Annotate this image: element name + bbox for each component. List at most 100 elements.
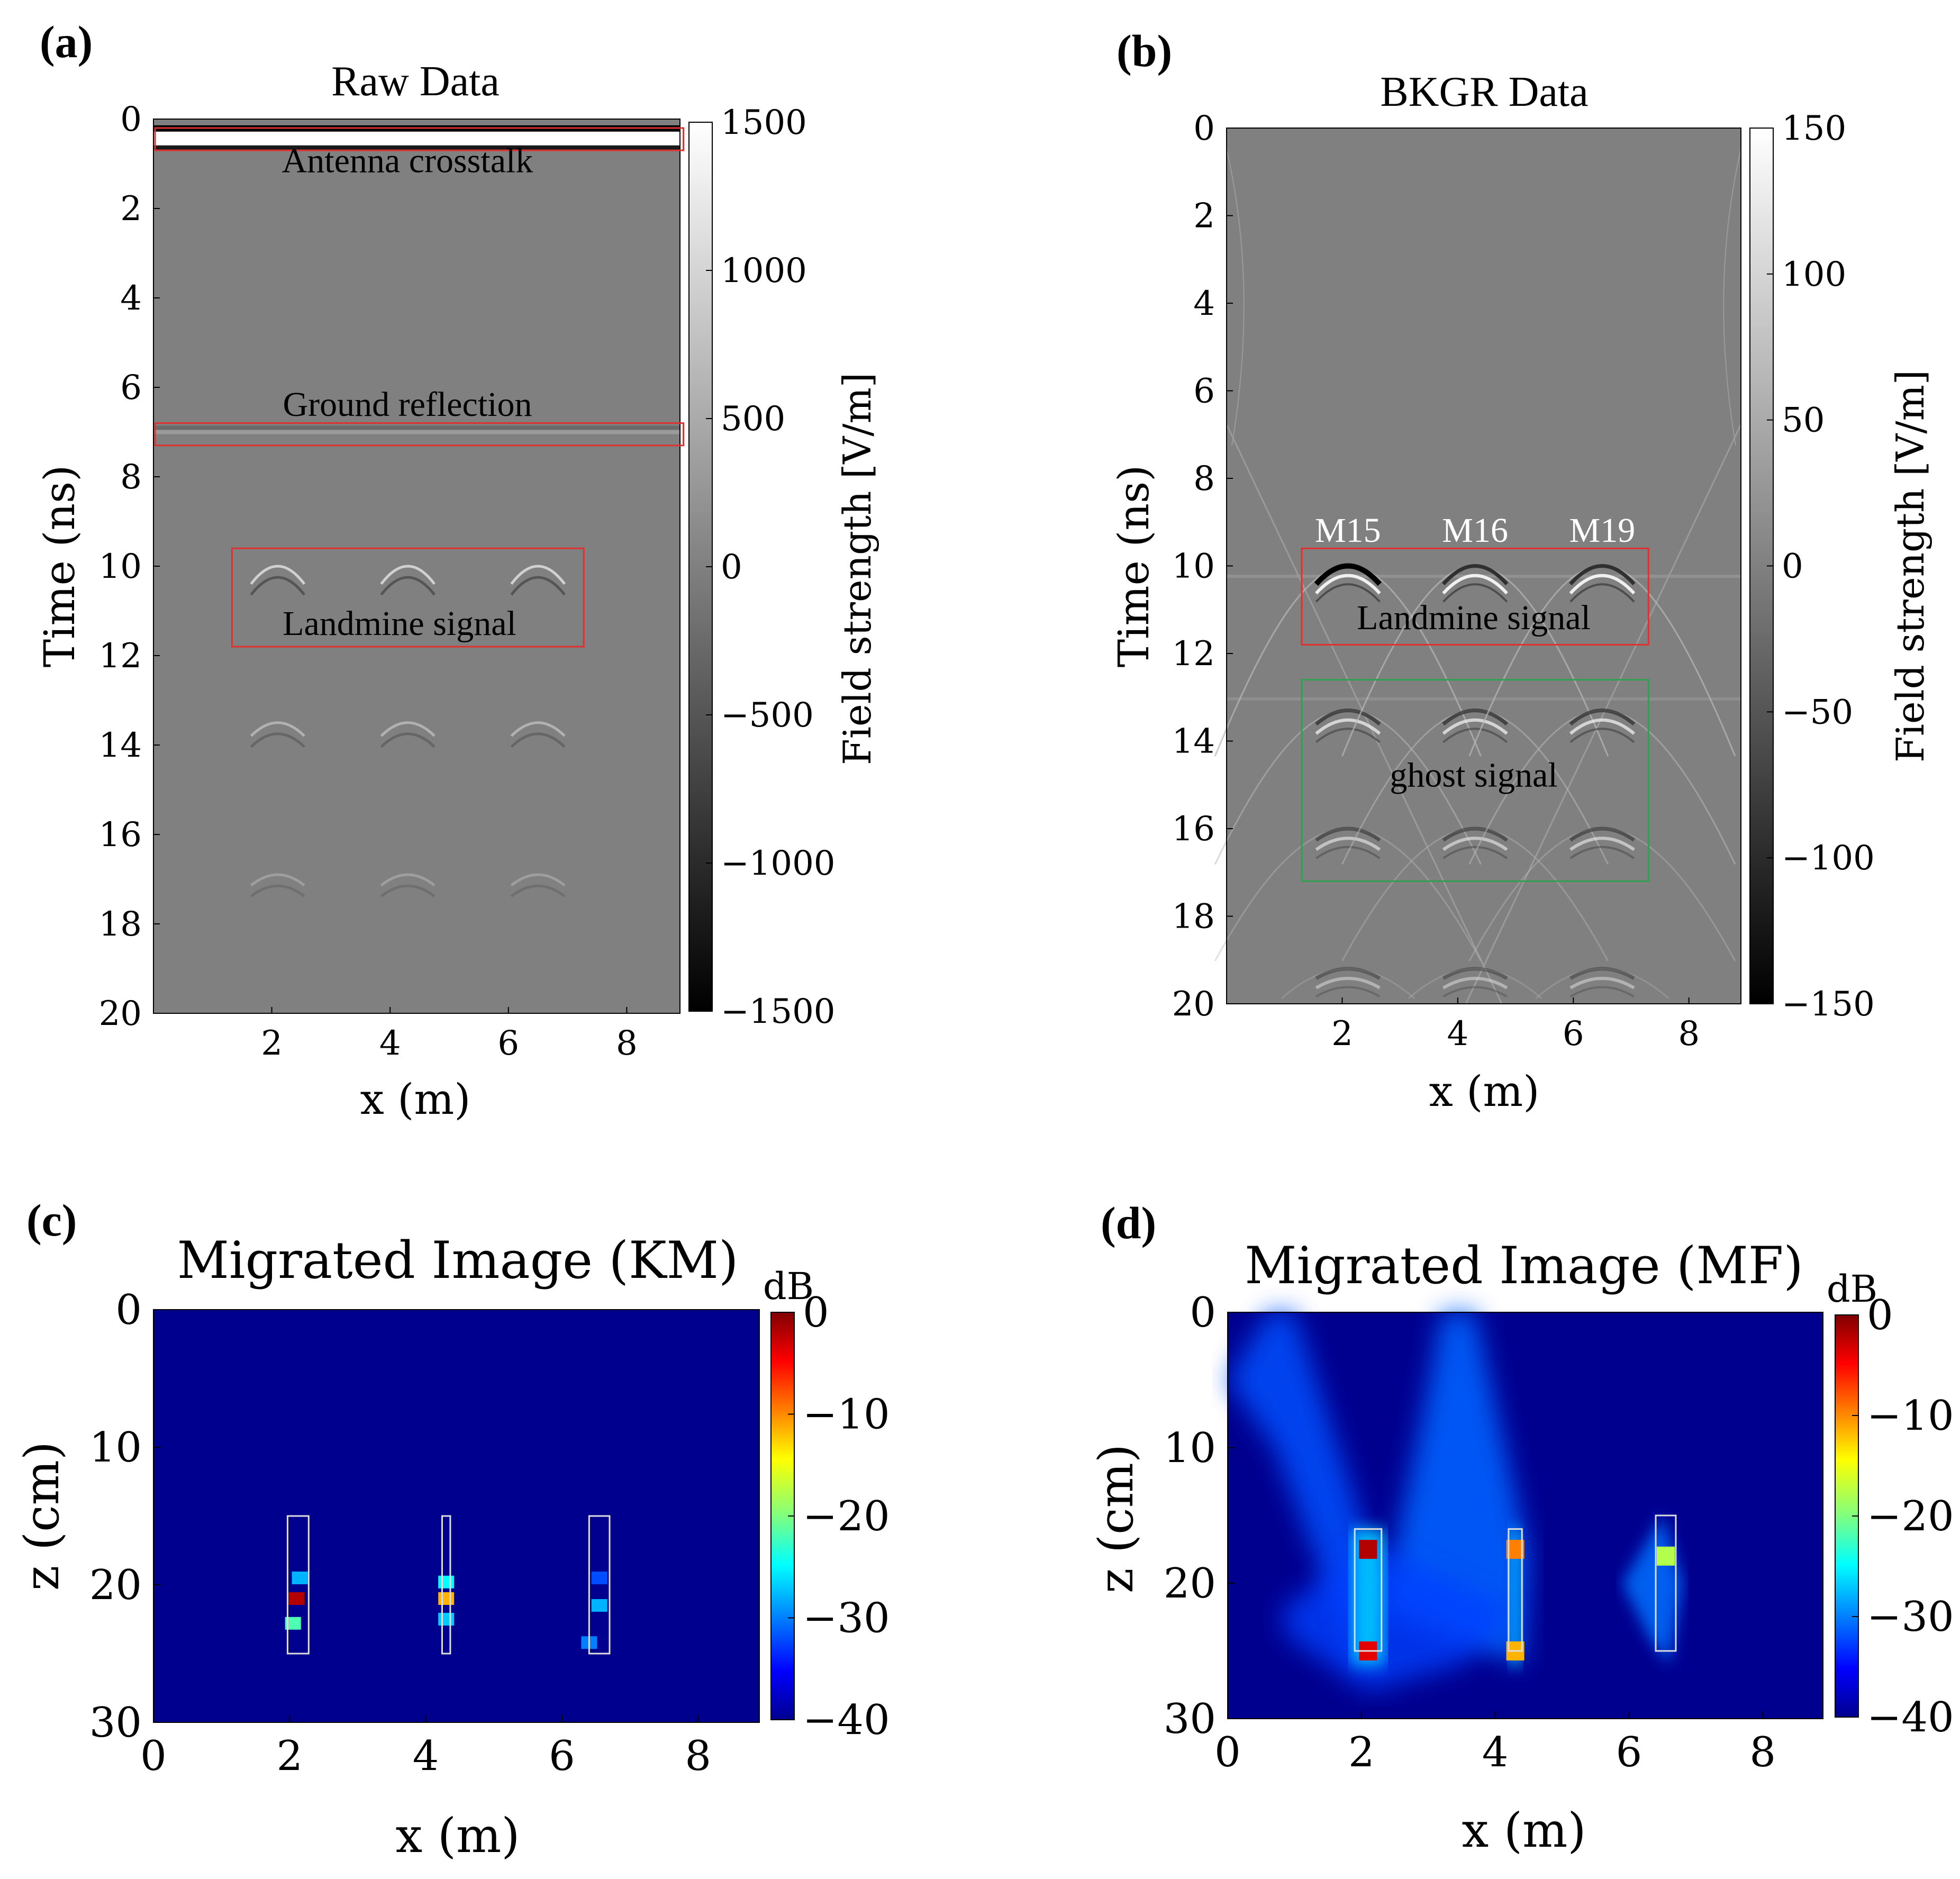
d-y-tick-label: 20 [1164, 1560, 1216, 1608]
panel-a-y-ticks: 0 2 4 6 8 10 12 14 16 18 20 [99, 100, 160, 1033]
crosstalk-bright-band [153, 131, 680, 146]
landmine-hyperbola-bright [1315, 718, 1381, 735]
mine-outline-box [588, 1515, 611, 1655]
landmine-hyperbola-bright [510, 721, 566, 737]
landmine-hyperbola-dark [1442, 827, 1508, 842]
heatmap-hotspot [288, 1592, 305, 1605]
panel-d-x-ticks: 0 2 4 6 8 [1214, 1711, 1776, 1776]
landmine-hyperbola-bright [1315, 976, 1381, 990]
landmine-hyperbola-dark [510, 732, 566, 748]
crosstalk-dark-band [153, 145, 680, 150]
panel-d-title: Migrated Image (MF) [1245, 1236, 1803, 1295]
mine-outline-box [286, 1515, 310, 1655]
panel-c-frame [153, 1309, 760, 1723]
a-colorbar-tick-label: −500 [721, 696, 814, 735]
panel-a: Raw Data Antenna crosstalk Ground reflect… [35, 58, 879, 1124]
a-y-tick-label: 2 [120, 189, 142, 229]
b-y-tick-label: 8 [1193, 459, 1215, 498]
panel-b-y-label: Time (ns) [1109, 465, 1158, 668]
annotation-label: Landmine signal [1357, 598, 1591, 637]
b-colorbar-tick-label: −100 [1782, 839, 1875, 878]
panel-b-x-ticks: 2 4 6 8 [1331, 997, 1700, 1054]
panel-a-y-label: Time (ns) [35, 465, 84, 668]
landmine-hyperbola-bright [1569, 574, 1636, 595]
a-y-tick-label: 6 [120, 368, 142, 407]
landmine-hyperbola-bright [1442, 574, 1508, 595]
heatmap-energy-region [1281, 1542, 1516, 1692]
panel-d-y-label: z (cm) [1088, 1444, 1144, 1593]
mine-outline-box [441, 1515, 451, 1655]
b-x-tick-label: 2 [1331, 1014, 1353, 1054]
b-y-tick-label: 14 [1172, 722, 1215, 761]
landmine-hyperbola-dark [510, 576, 566, 596]
a-colorbar-tick-label: −1000 [721, 844, 836, 883]
landmine-hyperbola-bright [1315, 574, 1381, 595]
landmine-hyperbola-dark [1315, 986, 1381, 998]
heatmap-hotspot [1359, 1540, 1377, 1559]
d-colorbar-tick-label: −20 [1867, 1493, 1954, 1540]
panel-c-x-ticks: 0 2 4 6 8 [140, 1715, 711, 1780]
landmine-hyperbola-dark [510, 884, 566, 897]
landmine-hyperbola-bright [380, 565, 435, 585]
panel-c-title: Migrated Image (KM) [177, 1231, 739, 1290]
d-colorbar-tick-label: 0 [1867, 1292, 1893, 1339]
panel-c-colorbar-ticks: 0 −10 −20 −30 −40 [788, 1289, 890, 1744]
landmine-hyperbola-dark [1442, 967, 1508, 980]
c-x-tick-label: 4 [413, 1732, 439, 1780]
landmine-hyperbola-dark [250, 884, 305, 897]
annotation-box [231, 547, 585, 648]
a-colorbar-tick-label: 0 [721, 548, 742, 587]
heatmap-hotspot [591, 1572, 607, 1584]
heatmap-hotspot [1656, 1546, 1675, 1566]
landmine-hyperbola-tail [1281, 968, 1415, 999]
panel-b-y-ticks: 0 2 4 6 8 10 12 14 16 18 20 [1172, 109, 1233, 1024]
landmine-hyperbola-bright [510, 565, 566, 585]
landmine-hyperbola-dark [1569, 564, 1636, 586]
landmine-hyperbola-dark [1569, 827, 1636, 842]
edge-diffraction-line [1226, 149, 1245, 446]
a-y-tick-label: 16 [99, 815, 142, 855]
landmine-hyperbola-dark [1315, 583, 1381, 603]
b-y-tick-label: 2 [1193, 197, 1215, 236]
landmine-hyperbola-dark [1569, 709, 1636, 726]
landmine-hyperbola-bright [1569, 837, 1635, 851]
b-colorbar-tick-label: 0 [1782, 547, 1803, 586]
panel-a-x-ticks: 2 4 6 8 [261, 1007, 638, 1063]
d-y-tick-label: 10 [1164, 1424, 1216, 1472]
a-y-tick-label: 18 [99, 905, 142, 944]
b-y-tick-label: 18 [1172, 897, 1215, 937]
d-x-tick-label: 4 [1482, 1729, 1509, 1776]
panel-b-x-label: x (m) [1429, 1067, 1540, 1116]
heatmap-hotspot [438, 1592, 455, 1605]
b-x-tick-label: 8 [1678, 1014, 1700, 1054]
b-colorbar-tick-label: 150 [1782, 109, 1846, 148]
panel-b-annotations: Landmine signal ghost signal [1301, 547, 1649, 882]
landmine-hyperbola-dark [250, 732, 305, 748]
panel-a-colorbar-ticks: 1500 1000 500 0 −500 −1000 −1500 [706, 103, 836, 1031]
a-x-tick-label: 8 [616, 1024, 638, 1063]
landmine-hyperbola-dark [250, 576, 306, 596]
annotation-box [154, 422, 685, 447]
panel-letter-c: (c) [26, 1195, 77, 1246]
c-colorbar-tick-label: −10 [803, 1391, 890, 1439]
annotation-label: Ground reflection [283, 385, 532, 424]
panel-d-colorbar-unit: dB [1827, 1267, 1877, 1311]
b-y-tick-label: 0 [1193, 109, 1215, 148]
b-y-tick-label: 10 [1172, 547, 1215, 586]
panel-c-y-ticks: 0 10 20 30 [89, 1286, 161, 1747]
panel-d-mine-boxes [1354, 1514, 1677, 1652]
mine-label: M15 [1315, 511, 1381, 550]
d-x-tick-label: 2 [1348, 1729, 1375, 1776]
a-y-tick-label: 10 [99, 547, 142, 586]
panel-c-y-label: z (cm) [14, 1441, 70, 1591]
d-colorbar-tick-label: −30 [1867, 1593, 1954, 1641]
landmine-hyperbola-bright [1442, 837, 1508, 851]
a-y-tick-label: 12 [99, 637, 142, 676]
heatmap-energy-region [1508, 1529, 1522, 1665]
residual-horizontal-band [1227, 697, 1741, 701]
a-x-tick-label: 2 [261, 1024, 283, 1063]
annotation-box [154, 127, 685, 151]
landmine-hyperbola-bright [380, 873, 435, 887]
